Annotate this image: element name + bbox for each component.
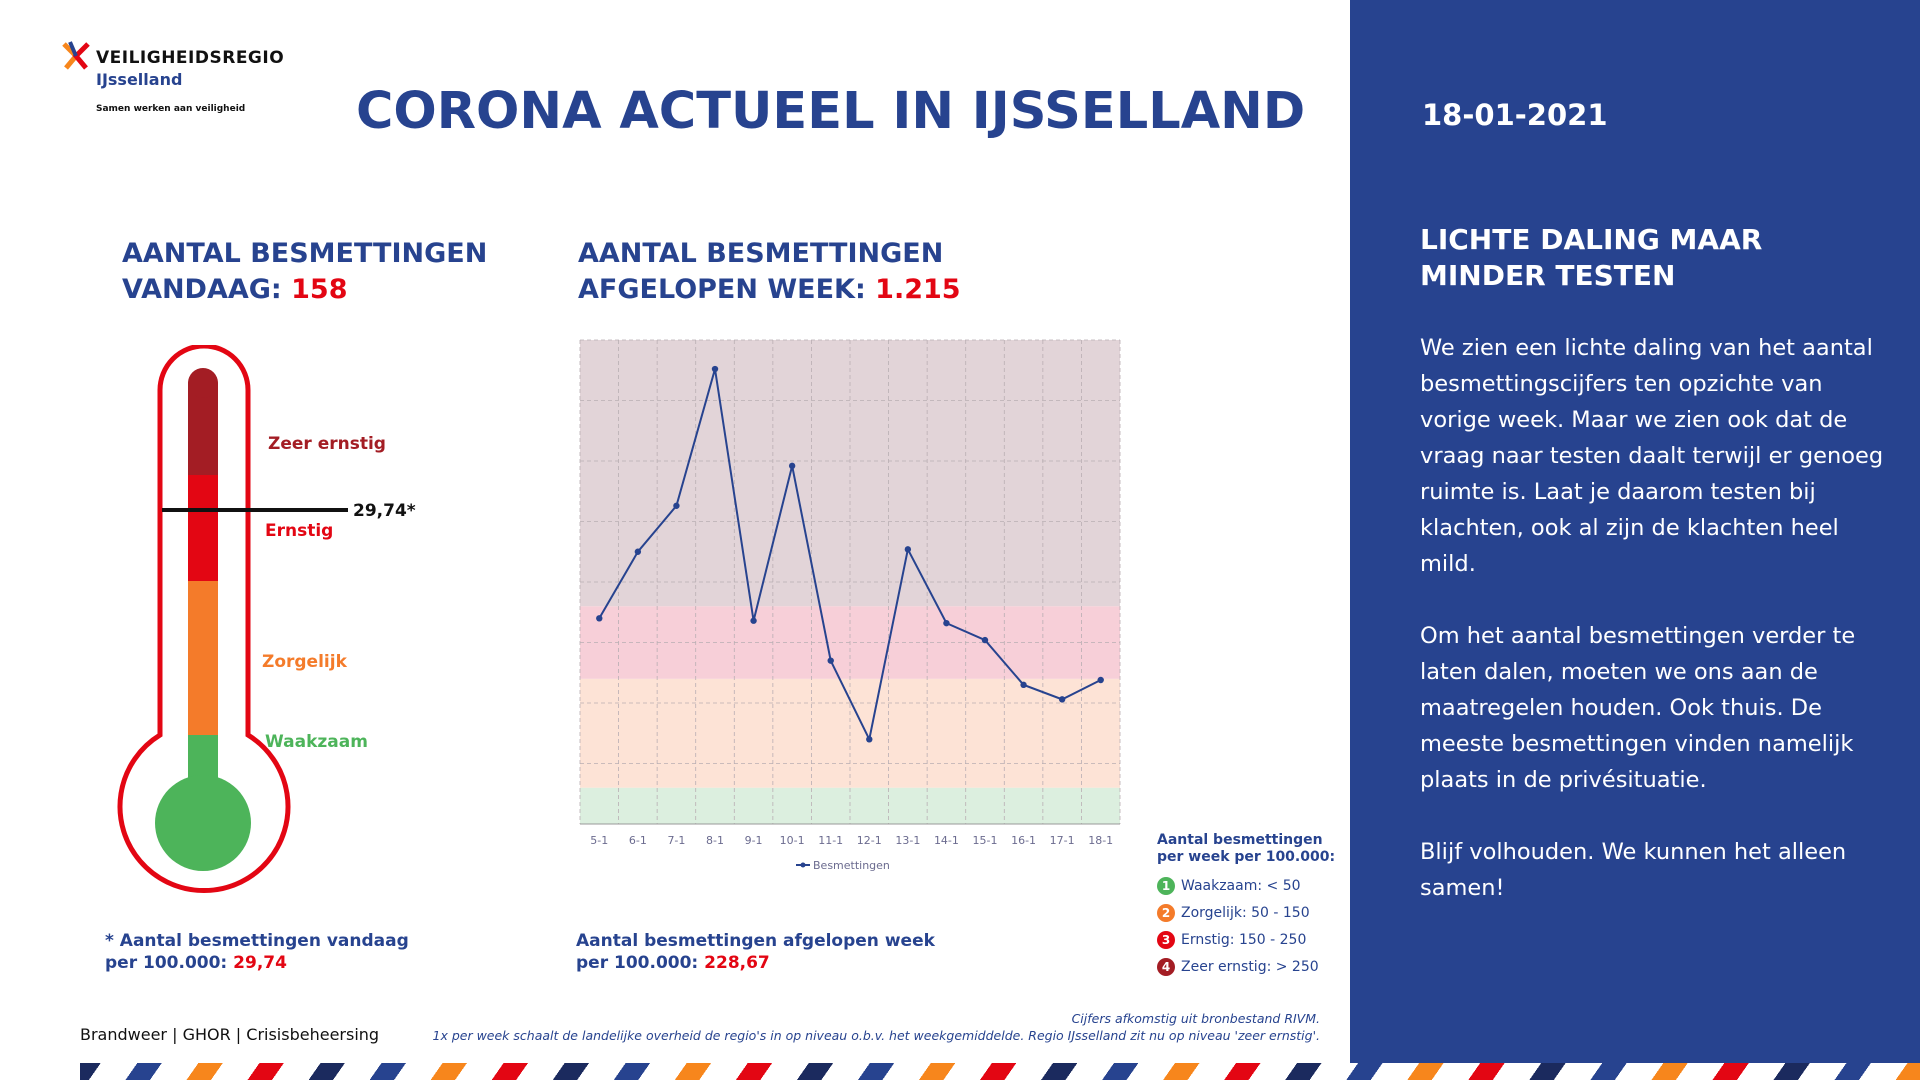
legend-item-waakzaam: 1 Waakzaam: < 50 — [1157, 872, 1337, 899]
footer-organisations: Brandweer | GHOR | Crisisbeheersing — [80, 1025, 380, 1044]
week-count: 1.215 — [875, 274, 961, 305]
data-point-17-1 — [1058, 696, 1066, 703]
logo-icon — [62, 41, 90, 70]
legend-number-icon: 3 — [1157, 930, 1175, 949]
x-tick-label: 5-1 — [590, 834, 608, 847]
x-tick-label: 9-1 — [745, 834, 763, 847]
panel-heading: LICHTE DALING MAAR MINDER TESTEN — [1420, 223, 1763, 292]
today-heading: AANTAL BESMETTINGEN VANDAAG: 158 — [122, 236, 487, 308]
week-footnote-prefix: per 100.000: — [576, 953, 705, 973]
week-line-chart: 5-1 6-1 7-1 8-1 9-1 10-1 11-1 12-1 13-1 14-1 15-1 1… — [579, 339, 1121, 872]
level-zorgelijk-segment — [188, 581, 218, 735]
x-tick-label: 14-1 — [934, 834, 959, 847]
panel-paragraph: Om het aantal besmettingen verder te lat… — [1420, 623, 1856, 793]
footer-source-line2: 1x per week schaalt de landelijke overhe… — [432, 1028, 1320, 1043]
panel-body: We zien een lichte daling van het aantal… — [1420, 330, 1895, 942]
legend-item-zorgelijk: 2 Zorgelijk: 50 - 150 — [1157, 899, 1337, 926]
chart-x-ticks: 5-1 6-1 7-1 8-1 9-1 10-1 11-1 12-1 13-1 14-1 15-1 1… — [590, 834, 1113, 847]
x-tick-label: 7-1 — [667, 834, 685, 847]
week-heading: AANTAL BESMETTINGEN AFGELOPEN WEEK: 1.21… — [578, 236, 961, 308]
thermometer-outline — [117, 345, 291, 893]
data-point-9-1 — [750, 617, 757, 624]
level-ernstig-segment — [188, 475, 218, 581]
legend-number-icon: 1 — [1157, 876, 1175, 895]
today-footnote-line1: * Aantal besmettingen vandaag — [105, 931, 409, 951]
data-point-6-1 — [634, 548, 642, 555]
decorative-stripe-bar — [80, 1063, 1920, 1080]
data-point-15-1 — [981, 636, 989, 644]
info-panel: 18-01-2021 LICHTE DALING MAAR MINDER TES… — [1350, 0, 1920, 1080]
tube-top-cap — [188, 368, 218, 398]
week-footnote-value: 228,67 — [704, 953, 770, 973]
week-heading-prefix: AFGELOPEN WEEK: — [578, 274, 876, 305]
legend-label: Zeer ernstig: > 250 — [1181, 958, 1319, 975]
panel-paragraph: We zien een lichte daling van het aantal… — [1420, 335, 1884, 577]
legend-label: Zorgelijk: 50 - 150 — [1181, 904, 1310, 921]
level-label-zorgelijk: Zorgelijk — [262, 652, 348, 672]
report-date: 18-01-2021 — [1422, 98, 1608, 132]
thermometer-bulb — [155, 775, 251, 871]
week-footnote: Aantal besmettingen afgelopen week per 1… — [576, 930, 935, 974]
legend-label: Ernstig: 150 - 250 — [1181, 931, 1307, 948]
footer-source-line1: Cijfers afkomstig uit bronbestand RIVM. — [1071, 1011, 1320, 1026]
x-tick-label: 16-1 — [1011, 834, 1036, 847]
chart-grid — [579, 339, 1121, 825]
data-point-16-1 — [1020, 681, 1027, 689]
x-tick-label: 17-1 — [1050, 834, 1075, 847]
today-footnote: * Aantal besmettingen vandaag per 100.00… — [105, 930, 409, 974]
data-point-13-1 — [904, 546, 912, 553]
x-tick-label: 18-1 — [1088, 834, 1113, 847]
legend-item-zeer-ernstig: 4 Zeer ernstig: > 250 — [1157, 953, 1337, 980]
logo-region: IJsselland — [96, 70, 183, 89]
week-heading-line1: AANTAL BESMETTINGEN — [578, 238, 944, 269]
logo-name: VEILIGHEIDSREGIO — [96, 48, 285, 68]
chart-legend: Besmettingen — [796, 859, 890, 872]
today-marker-label: 29,74* — [353, 501, 416, 521]
chart-points — [596, 365, 1104, 743]
x-tick-label: 11-1 — [818, 834, 843, 847]
thermometer: 29,74* Zeer ernstig Ernstig Zorgelijk Wa… — [117, 345, 416, 893]
footer-source: Cijfers afkomstig uit bronbestand RIVM. … — [420, 1010, 1320, 1044]
chart-legend-label: Besmettingen — [813, 859, 890, 872]
today-footnote-value: 29,74 — [233, 953, 287, 973]
data-point-14-1 — [943, 619, 950, 627]
series-line-besmettingen — [598, 368, 1102, 743]
page-title: CORONA ACTUEEL IN IJSSELLAND — [356, 82, 1306, 141]
x-tick-label: 12-1 — [857, 834, 882, 847]
level-label-ernstig: Ernstig — [265, 521, 333, 541]
today-footnote-prefix: per 100.000: — [105, 953, 234, 973]
level-label-waakzaam: Waakzaam — [265, 732, 368, 752]
week-footnote-line1: Aantal besmettingen afgelopen week — [576, 931, 935, 951]
x-tick-label: 6-1 — [629, 834, 647, 847]
legend-item-ernstig: 3 Ernstig: 150 - 250 — [1157, 926, 1337, 953]
x-tick-label: 8-1 — [706, 834, 724, 847]
logo-slogan: Samen werken aan veiligheid — [96, 104, 246, 114]
legend-label: Waakzaam: < 50 — [1181, 877, 1301, 894]
x-tick-label: 10-1 — [780, 834, 805, 847]
level-legend-title: Aantal besmettingen per week per 100.000… — [1157, 832, 1336, 865]
legend-number-icon: 2 — [1157, 903, 1175, 922]
data-point-12-1 — [866, 736, 873, 743]
level-legend: Aantal besmettingen per week per 100.000… — [1157, 832, 1337, 980]
data-point-11-1 — [827, 657, 834, 664]
legend-number-icon: 4 — [1157, 957, 1175, 976]
x-tick-label: 13-1 — [895, 834, 920, 847]
today-heading-line1: AANTAL BESMETTINGEN — [122, 238, 488, 269]
today-heading-prefix: VANDAAG: — [122, 274, 292, 305]
x-tick-label: 15-1 — [973, 834, 998, 847]
data-point-5-1 — [596, 615, 603, 622]
data-point-18-1 — [1097, 676, 1104, 684]
level-zeer-ernstig-segment — [188, 383, 218, 475]
data-point-8-1 — [711, 365, 719, 373]
chart-legend-dot — [800, 862, 806, 868]
data-point-10-1 — [788, 462, 796, 470]
panel-paragraph: Blijf volhouden. We kunnen het alleen sa… — [1420, 839, 1847, 901]
data-point-7-1 — [673, 502, 680, 509]
today-count: 158 — [291, 274, 348, 305]
level-label-zeer-ernstig: Zeer ernstig — [268, 434, 386, 454]
